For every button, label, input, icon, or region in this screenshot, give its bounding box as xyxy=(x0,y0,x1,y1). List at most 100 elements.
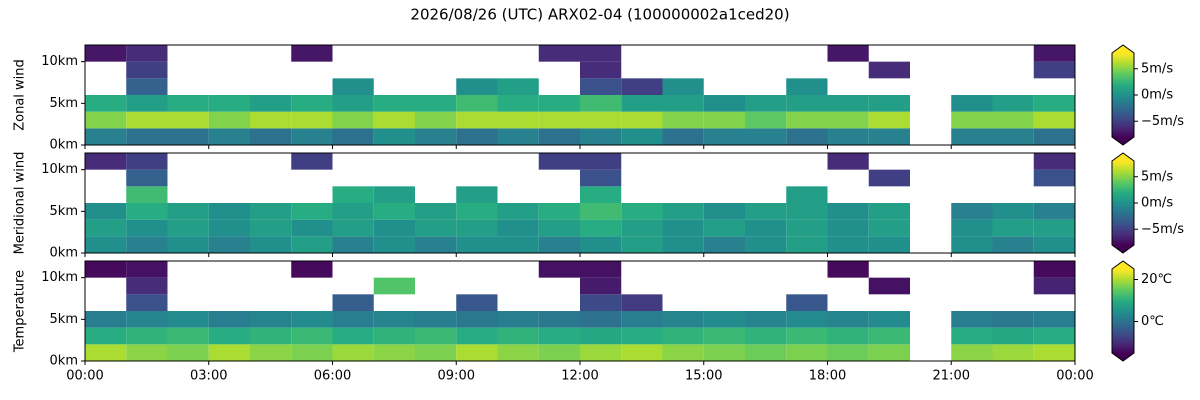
colorbar-segment xyxy=(1112,69,1134,72)
y-tick-label: 10km xyxy=(41,54,78,69)
cell xyxy=(126,78,168,95)
colorbar-segment xyxy=(1112,193,1134,196)
colorbar-segment xyxy=(1112,315,1134,318)
colorbar-segment xyxy=(1112,274,1134,277)
x-tick-label: 00:00 xyxy=(66,369,103,384)
cell xyxy=(497,78,539,95)
x-tick-label: 06:00 xyxy=(314,369,351,384)
cell xyxy=(126,95,168,112)
colorbar-segment xyxy=(1112,291,1134,294)
colorbar-segment xyxy=(1112,180,1134,183)
cell xyxy=(1033,236,1075,253)
cell xyxy=(497,311,539,328)
cell xyxy=(662,78,704,95)
colorbar-segment xyxy=(1112,238,1134,240)
colorbar-segment xyxy=(1112,86,1134,89)
cell xyxy=(456,128,498,145)
colorbar-segment xyxy=(1112,285,1134,288)
cell xyxy=(126,311,168,328)
cell xyxy=(291,236,333,253)
cell xyxy=(992,95,1034,112)
colorbar-segment xyxy=(1112,336,1134,339)
colorbar-segment xyxy=(1112,183,1134,186)
cell xyxy=(208,95,250,112)
cell xyxy=(373,277,415,295)
colorbar-segment xyxy=(1112,83,1134,86)
colorbar-extend-top xyxy=(1112,153,1134,161)
cell xyxy=(291,311,333,328)
cell xyxy=(868,61,910,79)
colorbar-segment xyxy=(1112,210,1134,212)
cell xyxy=(415,128,457,145)
colorbar-segment xyxy=(1112,182,1134,184)
colorbar-segment xyxy=(1112,221,1134,224)
colorbar-segment xyxy=(1112,89,1134,92)
colorbar-segment xyxy=(1112,196,1134,198)
colorbar-segment xyxy=(1112,58,1134,61)
cell xyxy=(497,95,539,112)
cell xyxy=(85,203,127,220)
cell xyxy=(456,186,498,203)
figure-title: 2026/08/26 (UTC) ARX02-04 (100000002a1ce… xyxy=(410,6,789,24)
colorbar-segment xyxy=(1112,114,1134,117)
cell xyxy=(868,219,910,237)
colorbar-segment xyxy=(1112,179,1134,182)
colorbar-outline xyxy=(1111,152,1135,254)
cell xyxy=(745,219,787,237)
colorbar-segment xyxy=(1112,163,1134,166)
colorbar-segment xyxy=(1112,306,1134,309)
cell xyxy=(332,111,374,129)
cell xyxy=(538,219,580,237)
colorbar-segment xyxy=(1112,109,1134,111)
cell xyxy=(827,203,869,220)
colorbar-segment xyxy=(1112,224,1134,226)
cell xyxy=(992,311,1034,328)
colorbar-segment xyxy=(1112,284,1134,287)
cell xyxy=(621,95,663,112)
cell xyxy=(786,344,828,361)
cell xyxy=(415,311,457,328)
y-tick-label: 0km xyxy=(50,138,78,153)
cell xyxy=(580,45,622,62)
colorbar-segment xyxy=(1112,111,1134,114)
cell xyxy=(85,311,127,328)
colorbar-segment xyxy=(1112,104,1134,107)
colorbar-segment xyxy=(1112,72,1134,75)
cell xyxy=(208,236,250,253)
cell xyxy=(250,236,292,253)
cell xyxy=(291,203,333,220)
cell xyxy=(662,95,704,112)
cell xyxy=(621,311,663,328)
cell xyxy=(415,344,457,361)
cell xyxy=(456,111,498,129)
cell xyxy=(332,95,374,112)
cell xyxy=(951,128,993,145)
colorbar-segment xyxy=(1112,297,1134,299)
cell xyxy=(951,327,993,345)
cell xyxy=(745,95,787,112)
colorbar-segment xyxy=(1112,65,1134,68)
cell xyxy=(126,45,168,62)
cell xyxy=(332,344,374,361)
x-tick-label: 12:00 xyxy=(561,369,598,384)
colorbar-segment xyxy=(1112,290,1134,292)
cell xyxy=(621,203,663,220)
colorbar-segment xyxy=(1112,302,1134,305)
cell xyxy=(167,327,209,345)
cell xyxy=(1033,61,1075,79)
cell xyxy=(538,203,580,220)
colorbar-segment xyxy=(1112,102,1134,104)
colorbar-segment xyxy=(1112,61,1134,64)
colorbar-segment xyxy=(1112,339,1134,341)
colorbar-segment xyxy=(1112,107,1134,110)
cell xyxy=(250,203,292,220)
colorbar-segment xyxy=(1112,207,1134,210)
cell xyxy=(415,219,457,237)
y-tick-label: 0km xyxy=(50,246,78,261)
colorbar-segment xyxy=(1112,88,1134,90)
cell xyxy=(373,95,415,112)
cell xyxy=(621,344,663,361)
cell xyxy=(538,344,580,361)
cell xyxy=(332,219,374,237)
colorbar-segment xyxy=(1112,350,1134,353)
